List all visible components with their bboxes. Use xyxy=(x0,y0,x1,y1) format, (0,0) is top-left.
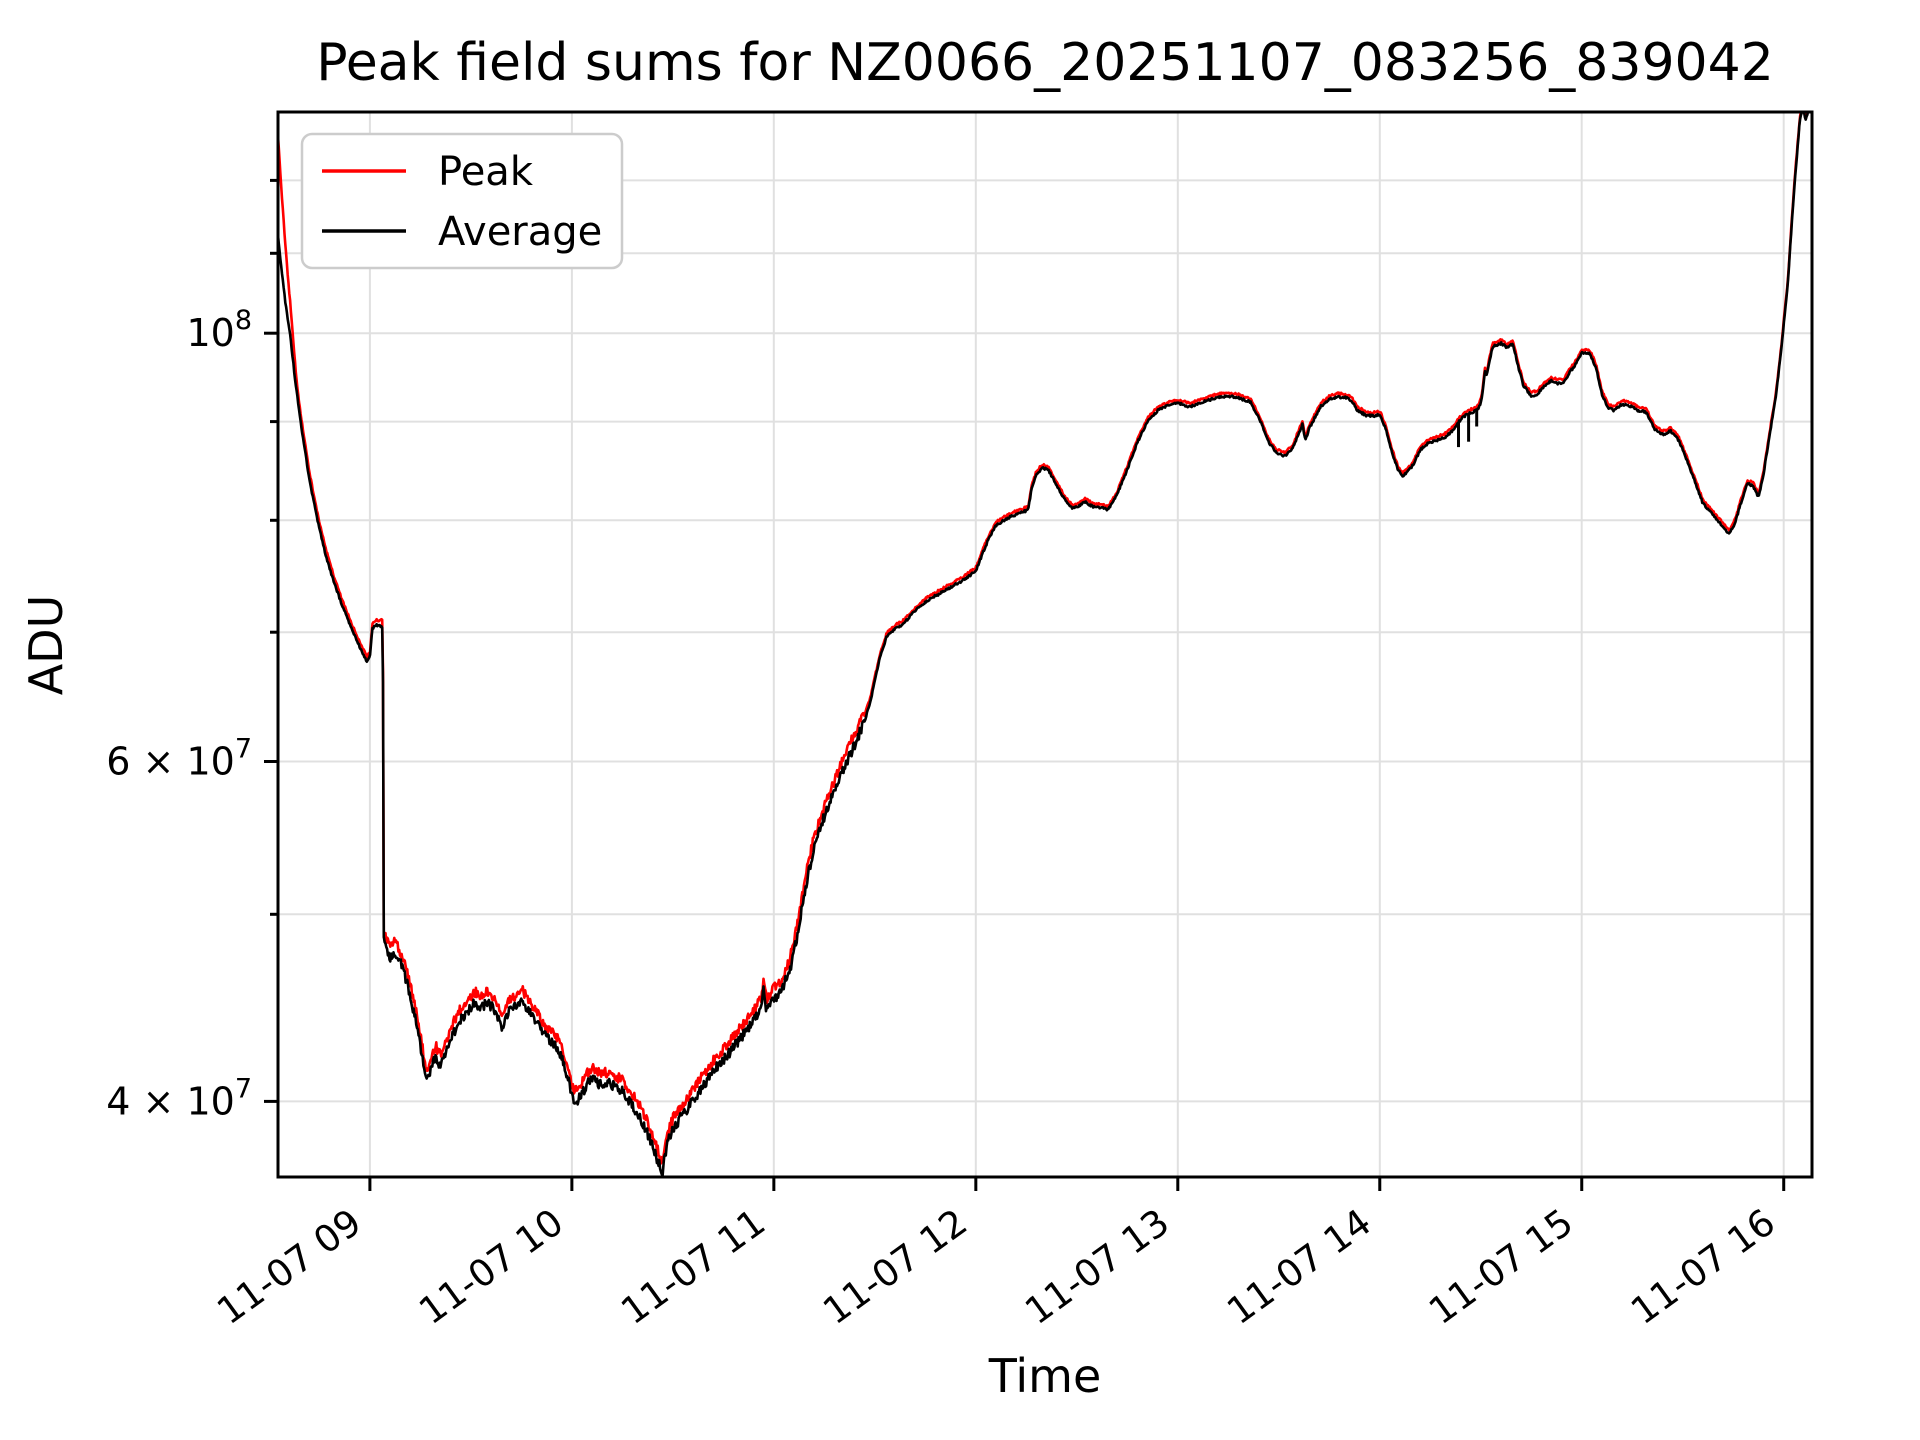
y-tick-label: 108 xyxy=(186,305,252,355)
plot-background xyxy=(278,112,1812,1177)
legend-label-peak: Peak xyxy=(438,149,534,195)
peak-series-line xyxy=(278,112,1809,1165)
y-axis-label: ADU xyxy=(19,595,73,696)
legend-label-average: Average xyxy=(438,209,602,255)
data-series xyxy=(278,112,1810,1177)
gridlines xyxy=(278,112,1812,1177)
y-tick-labels: 4 × 107 6 × 107 108 xyxy=(106,305,252,1123)
chart-title: Peak field sums for NZ0066_20251107_0832… xyxy=(316,33,1774,93)
average-series-line xyxy=(278,112,1810,1177)
x-axis-label: Time xyxy=(988,1349,1102,1403)
y-tick-label: 4 × 107 xyxy=(106,1073,252,1123)
axis-ticks xyxy=(264,178,1786,1191)
legend: Peak Average xyxy=(300,132,624,270)
legend-box xyxy=(300,132,624,270)
plot-border xyxy=(276,110,1814,1179)
y-tick-label: 6 × 107 xyxy=(106,734,252,784)
